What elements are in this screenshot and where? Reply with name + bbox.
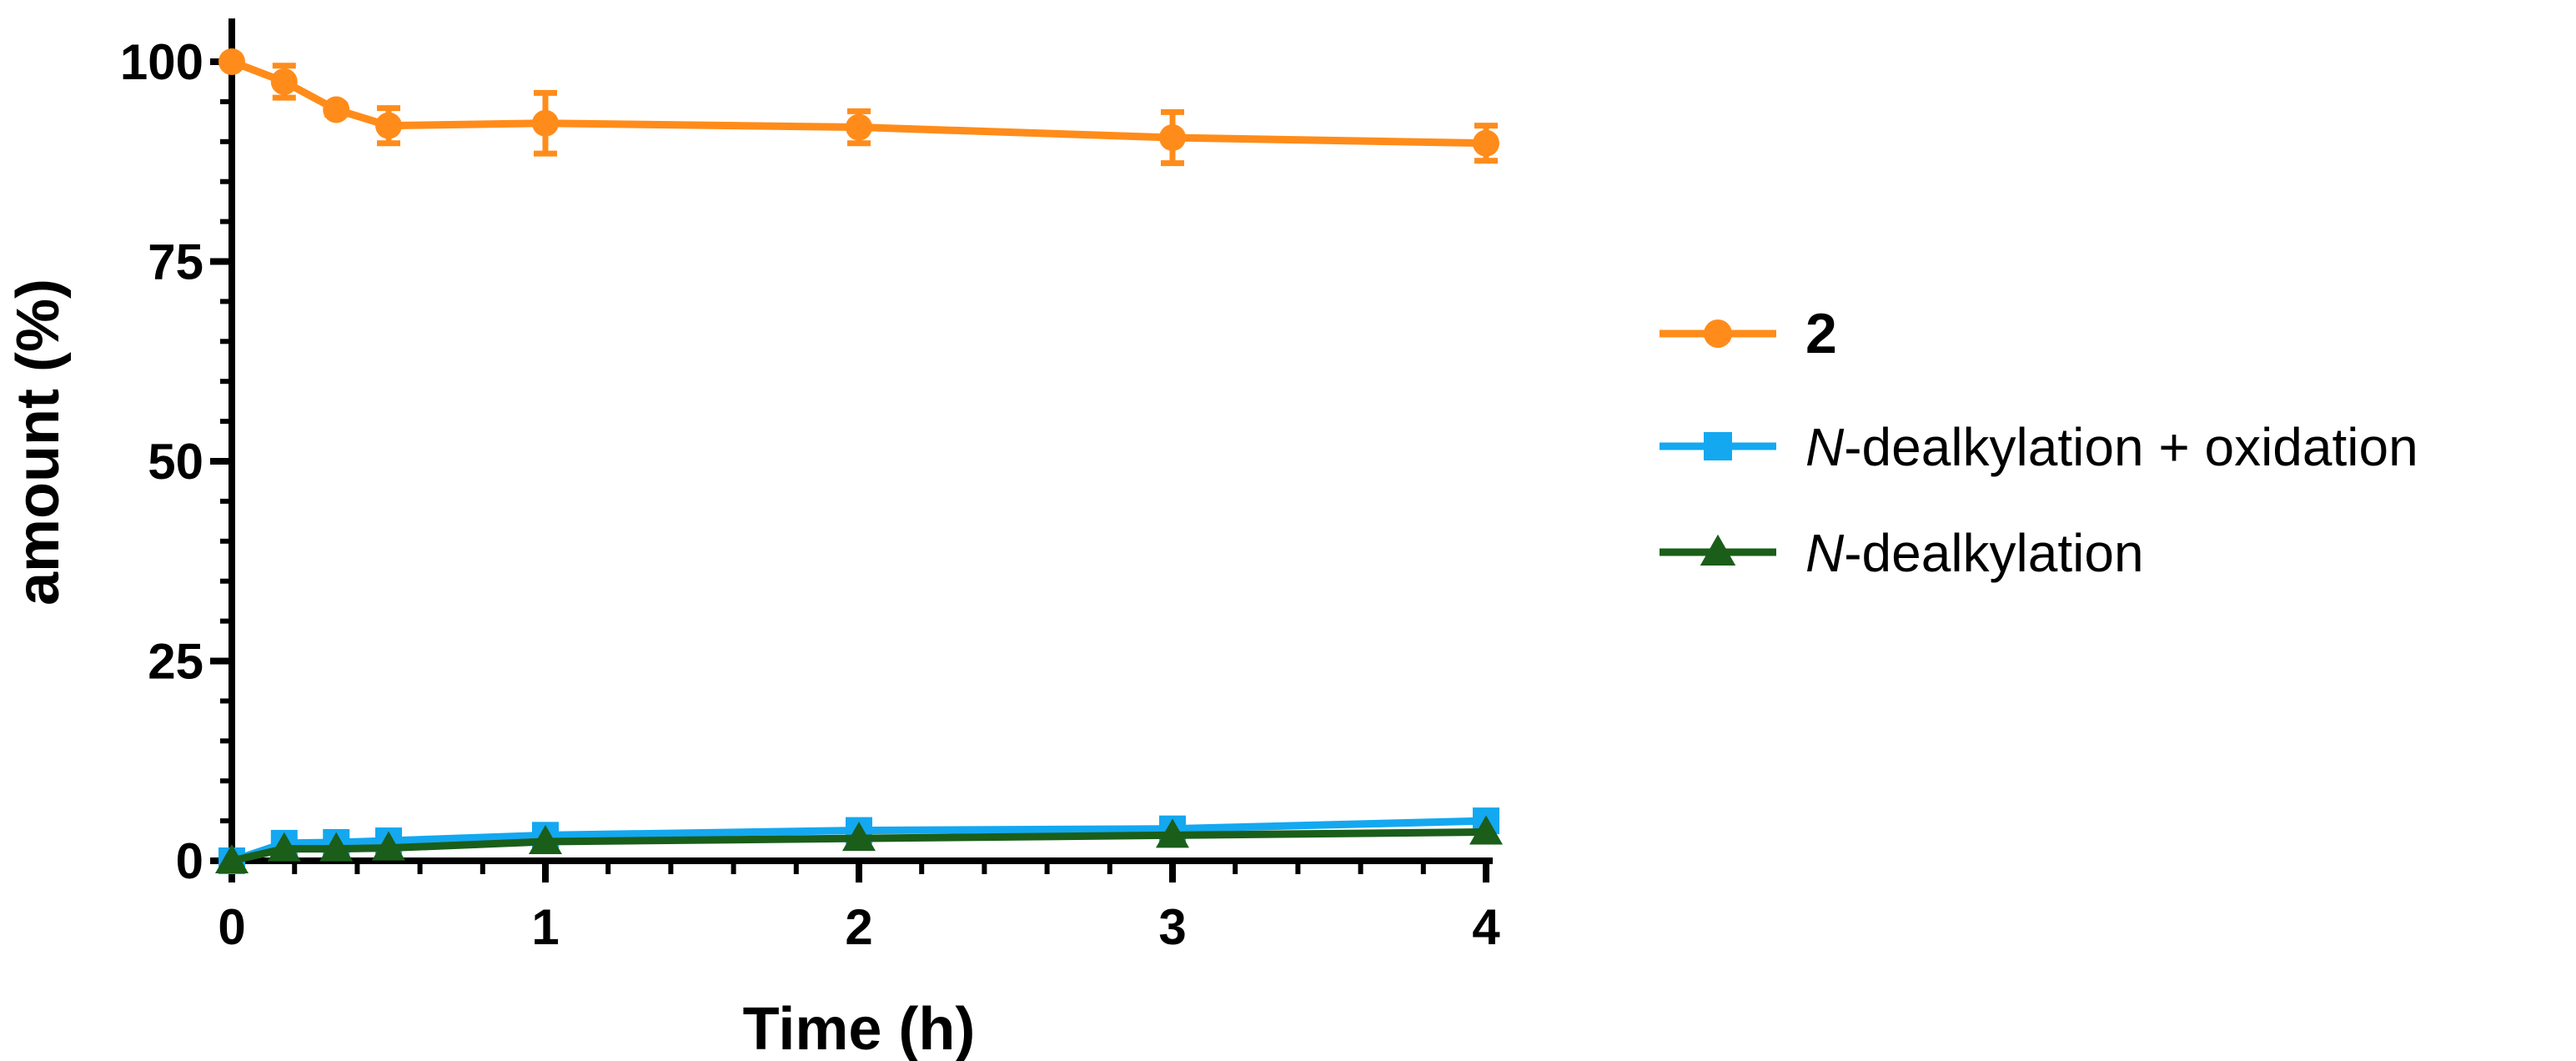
- triangle-point: [529, 825, 562, 855]
- legend-marker: [1700, 534, 1736, 566]
- legend-label-italic: N: [1805, 417, 1845, 477]
- legend-label-text: -dealkylation + oxidation: [1844, 417, 2418, 477]
- x-tick-label: 2: [845, 899, 872, 955]
- legend-item-2: N-dealkylation + oxidation: [1660, 417, 2418, 477]
- circle-point: [1159, 124, 1186, 152]
- legend-label-italic: N: [1805, 523, 1845, 583]
- triangle-point: [1469, 815, 1503, 845]
- y-tick-label: 0: [176, 833, 203, 889]
- triangle-point: [1156, 818, 1189, 848]
- x-tick-label: 3: [1158, 899, 1186, 955]
- y-tick-label: 25: [148, 634, 203, 690]
- x-tick-label: 0: [218, 899, 245, 955]
- x-tick-label: 1: [531, 899, 559, 955]
- circle-point: [1473, 129, 1499, 157]
- series-1: [218, 48, 1499, 167]
- circle-point: [375, 112, 402, 139]
- circle-point: [270, 68, 298, 95]
- legend-label-text: -dealkylation: [1844, 523, 2143, 583]
- legend-label: N-dealkylation: [1805, 523, 2144, 583]
- legend: 2N-dealkylation + oxidationN-dealkylatio…: [1660, 302, 2418, 583]
- circle-point: [846, 113, 872, 141]
- y-tick-label: 100: [120, 34, 203, 90]
- legend-item-1: 2: [1660, 302, 1837, 365]
- legend-label: N-dealkylation + oxidation: [1805, 417, 2418, 477]
- circle-point: [532, 109, 559, 137]
- circle-point: [218, 48, 245, 75]
- triangle-point: [842, 822, 876, 852]
- x-axis-title: Time (h): [743, 996, 976, 1061]
- axes: 0 25 50 75 100 0 1 2 3 4: [120, 18, 1500, 955]
- triangle-point: [215, 844, 249, 873]
- legend-label: 2: [1805, 302, 1837, 365]
- y-tick-label: 75: [148, 234, 203, 290]
- legend-marker: [1704, 319, 1732, 348]
- x-tick-label: 4: [1472, 899, 1500, 955]
- plot-area: [215, 48, 1503, 874]
- y-tick-label: 50: [148, 434, 203, 490]
- triangle-point: [267, 832, 301, 862]
- legend-item-3: N-dealkylation: [1660, 523, 2144, 583]
- circle-point: [323, 96, 350, 123]
- y-axis-title: amount (%): [5, 279, 72, 606]
- legend-label-text: 2: [1805, 302, 1837, 365]
- triangle-point: [319, 832, 354, 862]
- series-3: [215, 815, 1503, 873]
- triangle-point: [372, 831, 405, 861]
- legend-marker: [1704, 432, 1732, 460]
